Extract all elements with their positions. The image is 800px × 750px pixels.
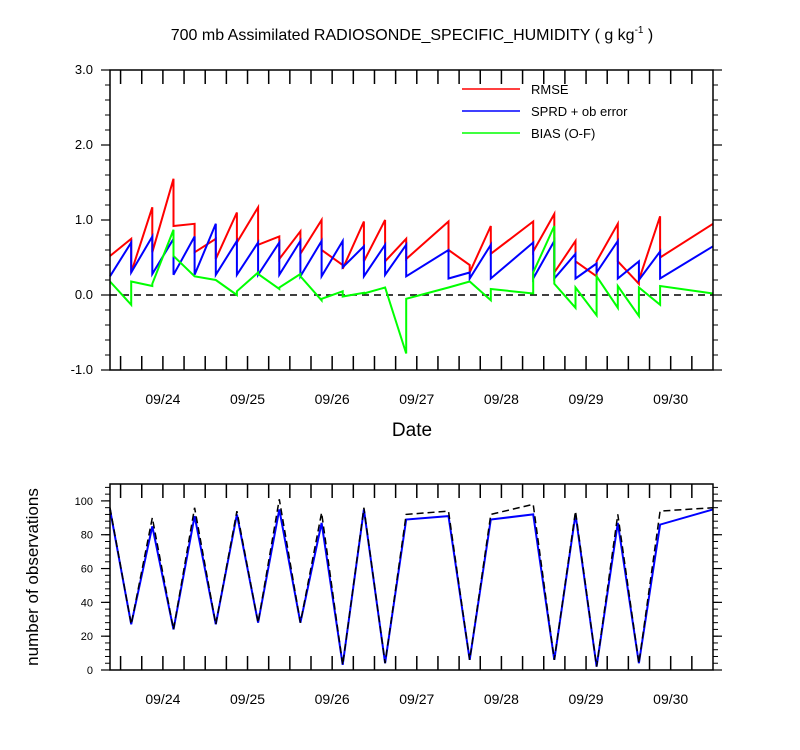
- bottom-y-tick-label: 100: [75, 496, 93, 508]
- bottom-x-tick-label: 09/30: [653, 691, 688, 707]
- bottom-x-tick-label: 09/27: [399, 691, 434, 707]
- legend: RMSE SPRD + ob error BIAS (O-F): [462, 82, 628, 141]
- chart-title: 700 mb Assimilated RADIOSONDE_SPECIFIC_H…: [171, 25, 654, 44]
- bottom-x-tick-label: 09/26: [315, 691, 350, 707]
- top-panel-series-group: [109, 178, 714, 354]
- top-y-tick-label: -1.0: [71, 362, 93, 377]
- top-x-tick-label: 09/29: [569, 391, 604, 407]
- bottom-panel-frame: [109, 483, 714, 671]
- bottom-x-tick-label: 09/28: [484, 691, 519, 707]
- legend-label-rmse: RMSE: [531, 82, 569, 97]
- legend-label-bias: BIAS (O-F): [531, 126, 595, 141]
- top-y-tick-label: 2.0: [75, 137, 93, 152]
- bottom-series-assimilated-line: [109, 508, 714, 667]
- bottom-panel-ticks-group: 0 20 40 60 80 100 09/24 09/25 09/26 09/27 09/28 09/…: [75, 484, 722, 707]
- top-series-sprd-ob-error-line: [109, 223, 714, 284]
- bottom-y-tick-label: 60: [81, 564, 93, 576]
- top-y-tick-label: 3.0: [75, 62, 93, 77]
- bottom-x-tick-label: 09/25: [230, 691, 265, 707]
- top-x-tick-label: 09/26: [315, 391, 350, 407]
- bottom-y-tick-label: 0: [87, 665, 93, 677]
- top-series-bias-o-f-line: [109, 225, 714, 354]
- bottom-y-tick-label: 20: [81, 631, 93, 643]
- top-x-tick-label: 09/27: [399, 391, 434, 407]
- top-panel-ticks-group: -1.0 0.0 1.0 2.0 3.0 09/24 09/25 09/26 09/27 09/2…: [71, 62, 722, 407]
- bottom-y-tick-label: 80: [81, 530, 93, 542]
- bottom-series-possible-line: [109, 499, 714, 667]
- bottom-x-tick-label: 09/24: [145, 691, 180, 707]
- bottom-panel-series-group: [109, 499, 714, 667]
- top-x-axis-label: Date: [392, 420, 432, 441]
- top-x-tick-label: 09/28: [484, 391, 519, 407]
- bottom-x-tick-label: 09/29: [569, 691, 604, 707]
- bottom-y-axis-label: number of observations: [23, 488, 42, 666]
- legend-label-sprd: SPRD + ob error: [531, 104, 628, 119]
- top-series-rmse-line: [109, 178, 714, 287]
- top-x-tick-label: 09/25: [230, 391, 265, 407]
- top-y-tick-label: 1.0: [75, 212, 93, 227]
- top-x-tick-label: 09/30: [653, 391, 688, 407]
- top-x-tick-label: 09/24: [145, 391, 180, 407]
- bottom-y-tick-label: 40: [81, 597, 93, 609]
- top-y-tick-label: 0.0: [75, 287, 93, 302]
